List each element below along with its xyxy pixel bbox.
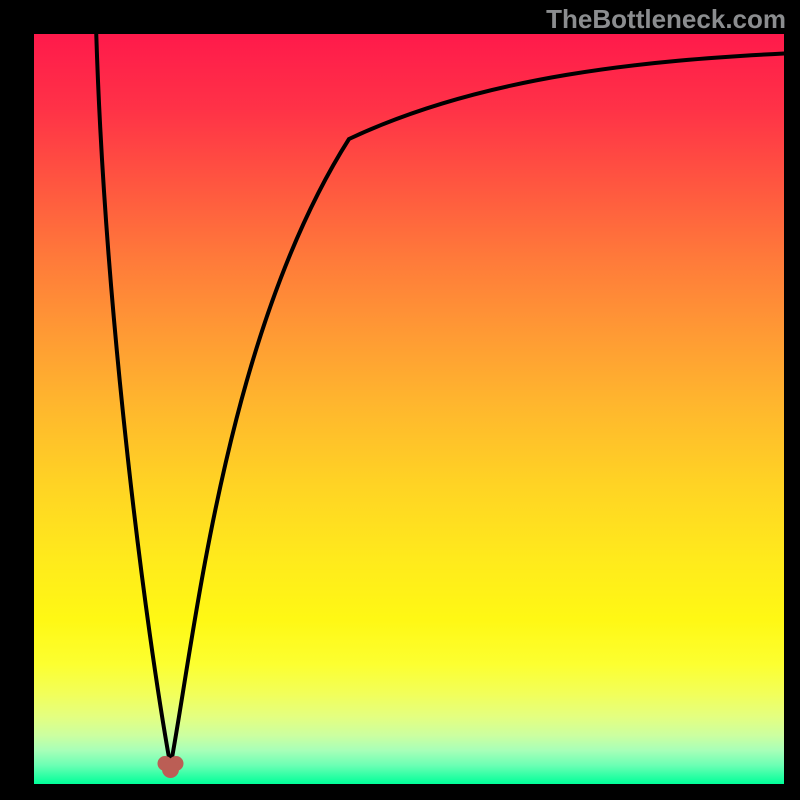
curve-path (96, 34, 784, 766)
dip-marker (158, 756, 184, 778)
plot-area (34, 34, 784, 784)
watermark-text: TheBottleneck.com (546, 4, 786, 35)
bottleneck-curve (34, 34, 784, 784)
chart-frame: TheBottleneck.com (0, 0, 800, 800)
